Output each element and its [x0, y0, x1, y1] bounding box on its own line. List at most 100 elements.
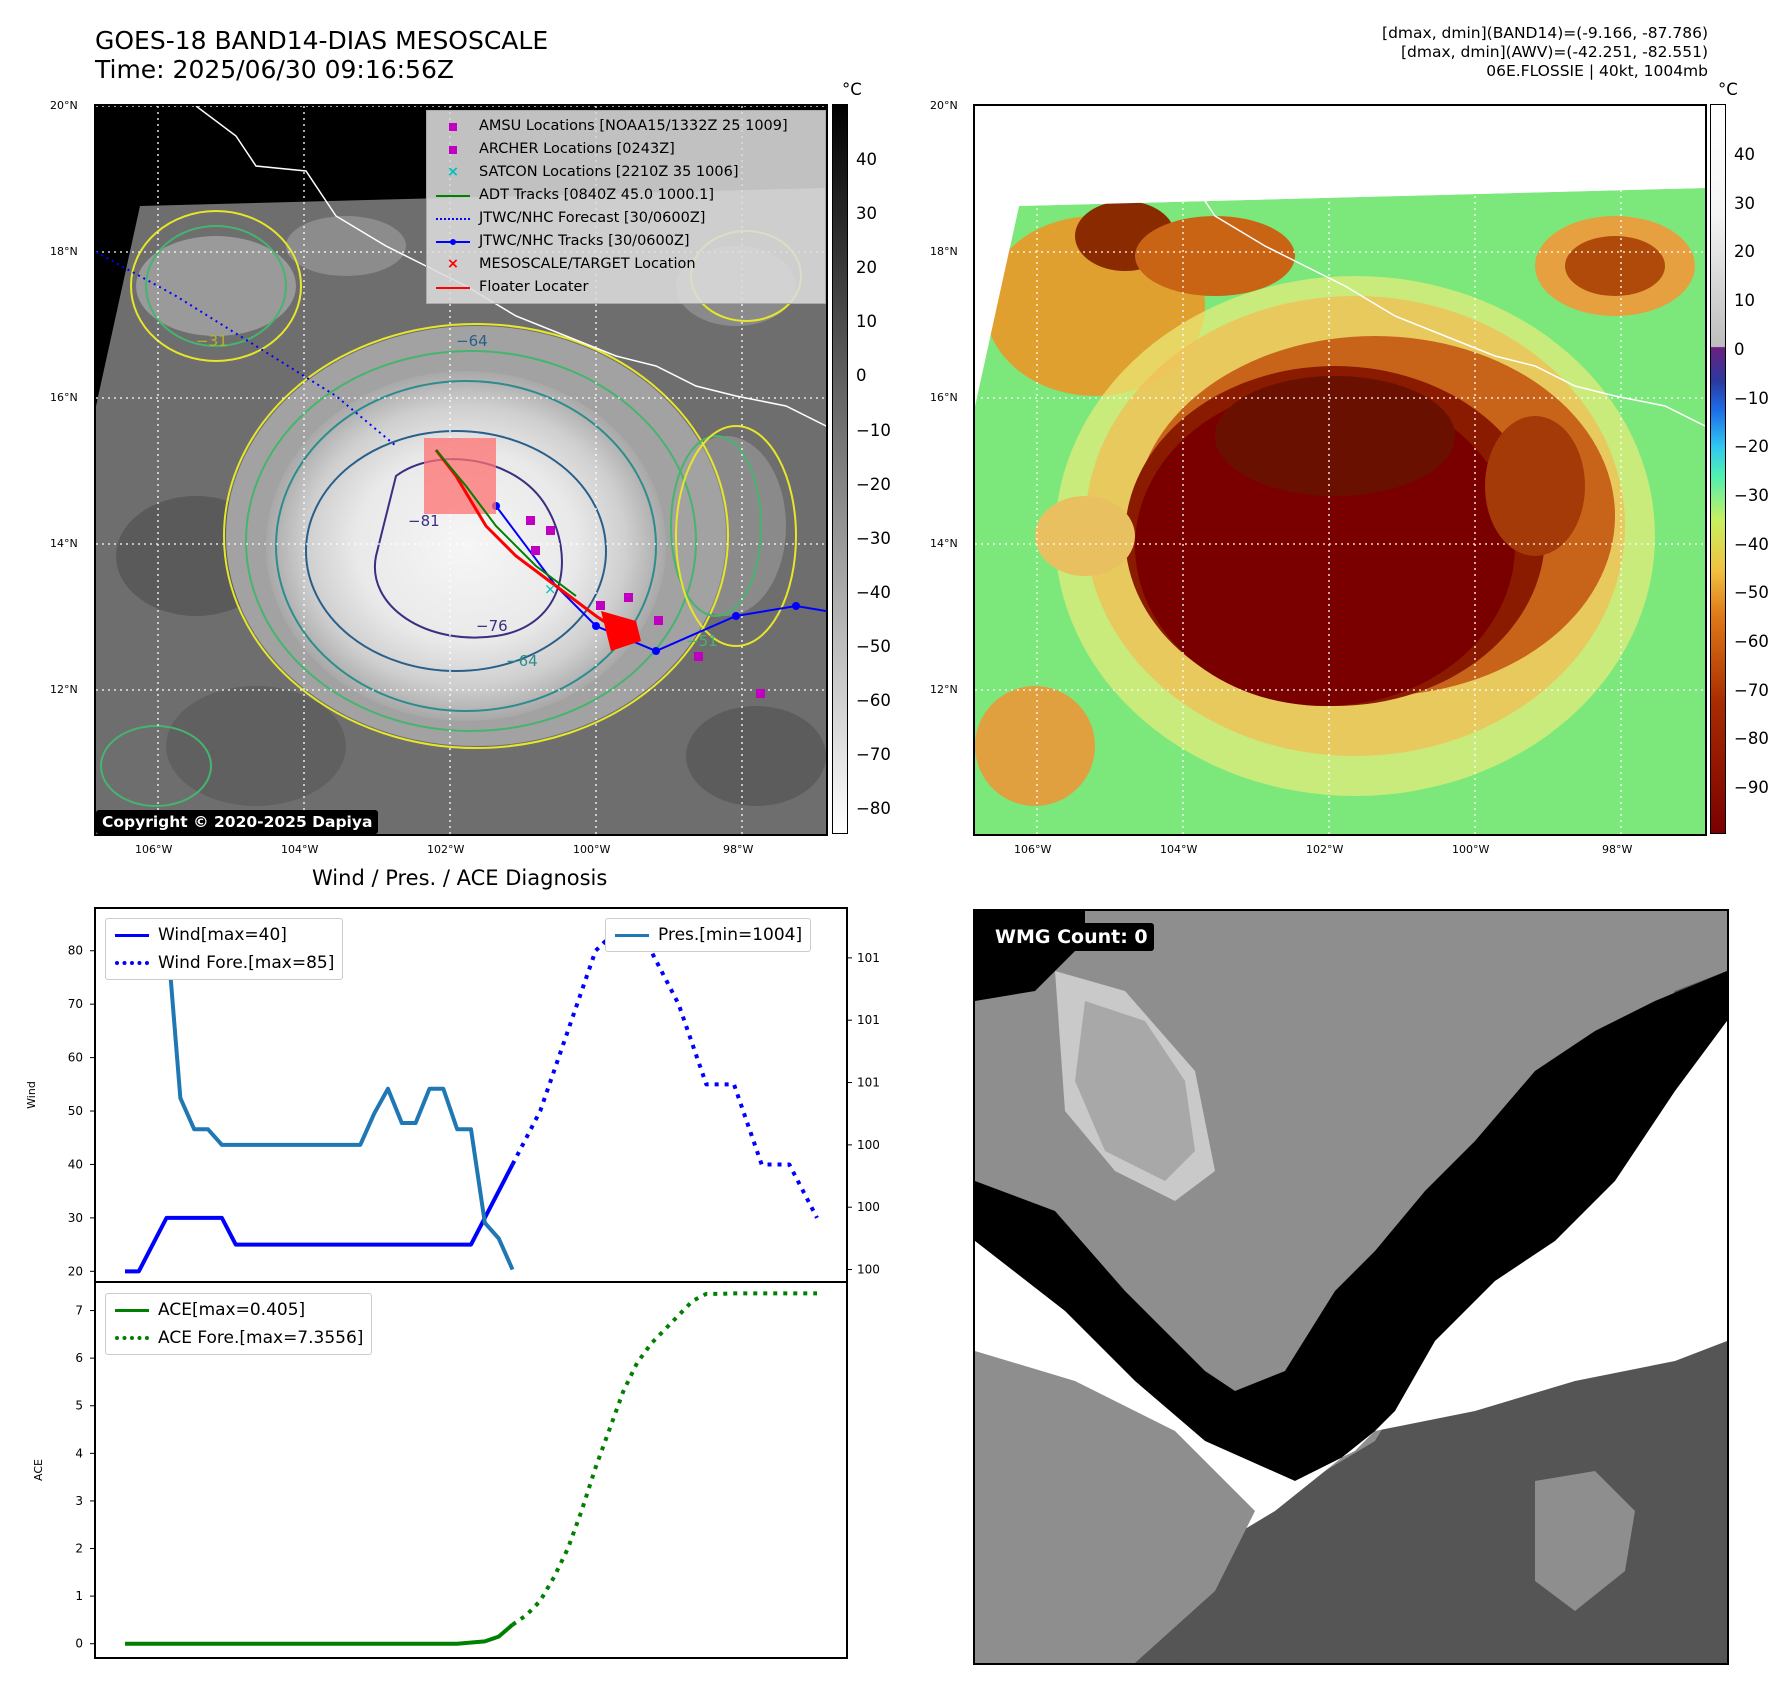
y-tick-label: 1 [75, 1589, 83, 1603]
colorbar-tick: 30 [856, 204, 877, 224]
colorbar-tick: −50 [856, 636, 891, 656]
colorbar-tick: −80 [856, 799, 891, 819]
colorbar-tick: −10 [856, 420, 891, 440]
colorbar-tick: −30 [856, 528, 891, 548]
legend-tracks: JTWC/NHC Tracks [30/0600Z] [435, 230, 817, 253]
legend-label: JTWC/NHC Tracks [30/0600Z] [479, 233, 690, 249]
colorbar-tick: −70 [856, 745, 891, 765]
legend-label: ARCHER Locations [0243Z] [479, 141, 675, 157]
lat-label: 12°N [50, 683, 78, 696]
y2-tick-label: 1006 [857, 1200, 880, 1214]
lat-label: 20°N [50, 99, 78, 112]
colorbar-left [832, 104, 848, 834]
diagnosis-title: Wind / Pres. / ACE Diagnosis [312, 866, 608, 890]
lon-label: 104°W [1160, 843, 1198, 856]
colorbar-tick: −80 [1734, 729, 1769, 749]
y-tick-label: 4 [75, 1446, 83, 1460]
lat-label: 18°N [50, 245, 78, 258]
colorbar-unit: °C [842, 80, 862, 99]
lon-label: 100°W [1452, 843, 1490, 856]
info-storm: 06E.FLOSSIE | 40kt, 1004mb [1486, 62, 1708, 80]
y-tick-label: 30 [68, 1211, 83, 1225]
colorbar-tick: 20 [856, 258, 877, 278]
contour-label: −64 [506, 652, 538, 670]
contour-label: −51 [686, 632, 718, 650]
y-tick-label: 7 [75, 1304, 83, 1318]
colorbar-tick: 10 [1734, 291, 1755, 311]
legend-label: SATCON Locations [2210Z 35 1006] [479, 164, 739, 180]
series-line-0 [125, 1623, 514, 1646]
lat-label: 20°N [930, 99, 958, 112]
legend-mesoscale: × MESOSCALE/TARGET Location [435, 253, 817, 276]
colorbar-tick: 40 [1734, 145, 1755, 164]
svg-text:×: × [544, 580, 557, 598]
plot-frame [94, 1282, 848, 1659]
colorbar-tick: −20 [856, 474, 891, 494]
series-line-1 [510, 922, 819, 1219]
colorbar-tick: −50 [1734, 583, 1769, 603]
legend-ace: ACE[max=0.405] [114, 1296, 363, 1324]
legend-ace-fore: ACE Fore.[max=7.3556] [114, 1324, 363, 1352]
legend-label: Pres.[min=1004] [658, 925, 803, 945]
colorbar-tick: −10 [1734, 388, 1769, 408]
legend-label: Wind Fore.[max=85] [158, 953, 335, 973]
y2-tick-label: 1004 [857, 1263, 880, 1277]
y-tick-label: 0 [75, 1637, 83, 1651]
legend-label: JTWC/NHC Forecast [30/0600Z] [479, 210, 706, 226]
contour-label: −64 [456, 332, 488, 350]
awv-map-image [975, 106, 1705, 834]
awv-map [973, 104, 1707, 836]
legend-label: Wind[max=40] [158, 925, 287, 945]
y-axis-label: ACE [32, 1459, 45, 1481]
ace-legend: ACE[max=0.405] ACE Fore.[max=7.3556] [105, 1293, 373, 1355]
ir-satellite-map: −64 −76 −81 −64 −31 −51 × AMSU Locat [94, 104, 828, 836]
lat-label: 14°N [50, 537, 78, 550]
contour-label: −76 [476, 617, 508, 635]
lat-label: 16°N [930, 391, 958, 404]
pressure-legend: Pres.[min=1004] [605, 918, 812, 952]
colorbar-tick: −30 [1734, 485, 1769, 505]
colorbar-tick: −70 [1734, 680, 1769, 700]
legend-floater: Floater Locater [435, 276, 817, 299]
legend-label: ACE[max=0.405] [158, 1300, 306, 1320]
ace-chart: 0 1 2 3 4 5 6 7 ACE [32, 1282, 848, 1659]
y-axis-label: Wind [25, 1081, 38, 1109]
lon-label: 104°W [281, 843, 319, 856]
y-tick-label: 3 [75, 1494, 83, 1508]
lon-label: 98°W [723, 843, 754, 856]
wind-legend: Wind[max=40] Wind Fore.[max=85] [105, 918, 344, 980]
info-awv: [dmax, dmin](AWV)=(-42.251, -82.551) [1401, 43, 1708, 61]
wmg-count-badge: WMG Count: 0 [989, 923, 1154, 951]
title-line-2: Time: 2025/06/30 09:16:56Z [95, 55, 454, 84]
colorbar-tick: 30 [1734, 193, 1755, 213]
series-line-2 [125, 924, 515, 1271]
colorbar-unit: °C [1718, 80, 1738, 99]
y-tick-label: 60 [68, 1051, 83, 1065]
legend-pressure: Pres.[min=1004] [614, 921, 802, 949]
legend-forecast: JTWC/NHC Forecast [30/0600Z] [435, 207, 817, 230]
colorbar-tick: 40 [856, 150, 877, 169]
lat-label: 12°N [930, 683, 958, 696]
storm-info: [dmax, dmin](BAND14)=(-9.166, -87.786) [… [1382, 24, 1708, 81]
title-line-1: GOES-18 BAND14-DIAS MESOSCALE [95, 26, 549, 55]
y-tick-label: 40 [68, 1157, 83, 1171]
colorbar-right [1710, 104, 1726, 834]
y-tick-label: 20 [68, 1264, 83, 1278]
legend-wind: Wind[max=40] [114, 921, 334, 949]
legend-label: ACE Fore.[max=7.3556] [158, 1328, 364, 1348]
y-tick-label: 5 [75, 1399, 83, 1413]
figure-title: GOES-18 BAND14-DIAS MESOSCALE Time: 2025… [95, 26, 548, 84]
lon-label: 106°W [1014, 843, 1052, 856]
y-tick-label: 70 [68, 997, 83, 1011]
y-tick-label: 6 [75, 1351, 83, 1365]
y2-tick-label: 1012 [857, 1013, 880, 1027]
colorbar-tick: −60 [856, 691, 891, 710]
copyright-badge: Copyright © 2020-2025 Dapiya [96, 810, 379, 834]
colorbar-tick: −20 [1734, 437, 1769, 457]
lon-label: 106°W [135, 843, 173, 856]
y2-tick-label: 1008 [857, 1138, 880, 1152]
contour-label: −81 [408, 512, 440, 530]
lon-label: 102°W [427, 843, 465, 856]
wmg-image [975, 911, 1727, 1663]
wmg-panel: WMG Count: 0 [973, 909, 1729, 1665]
